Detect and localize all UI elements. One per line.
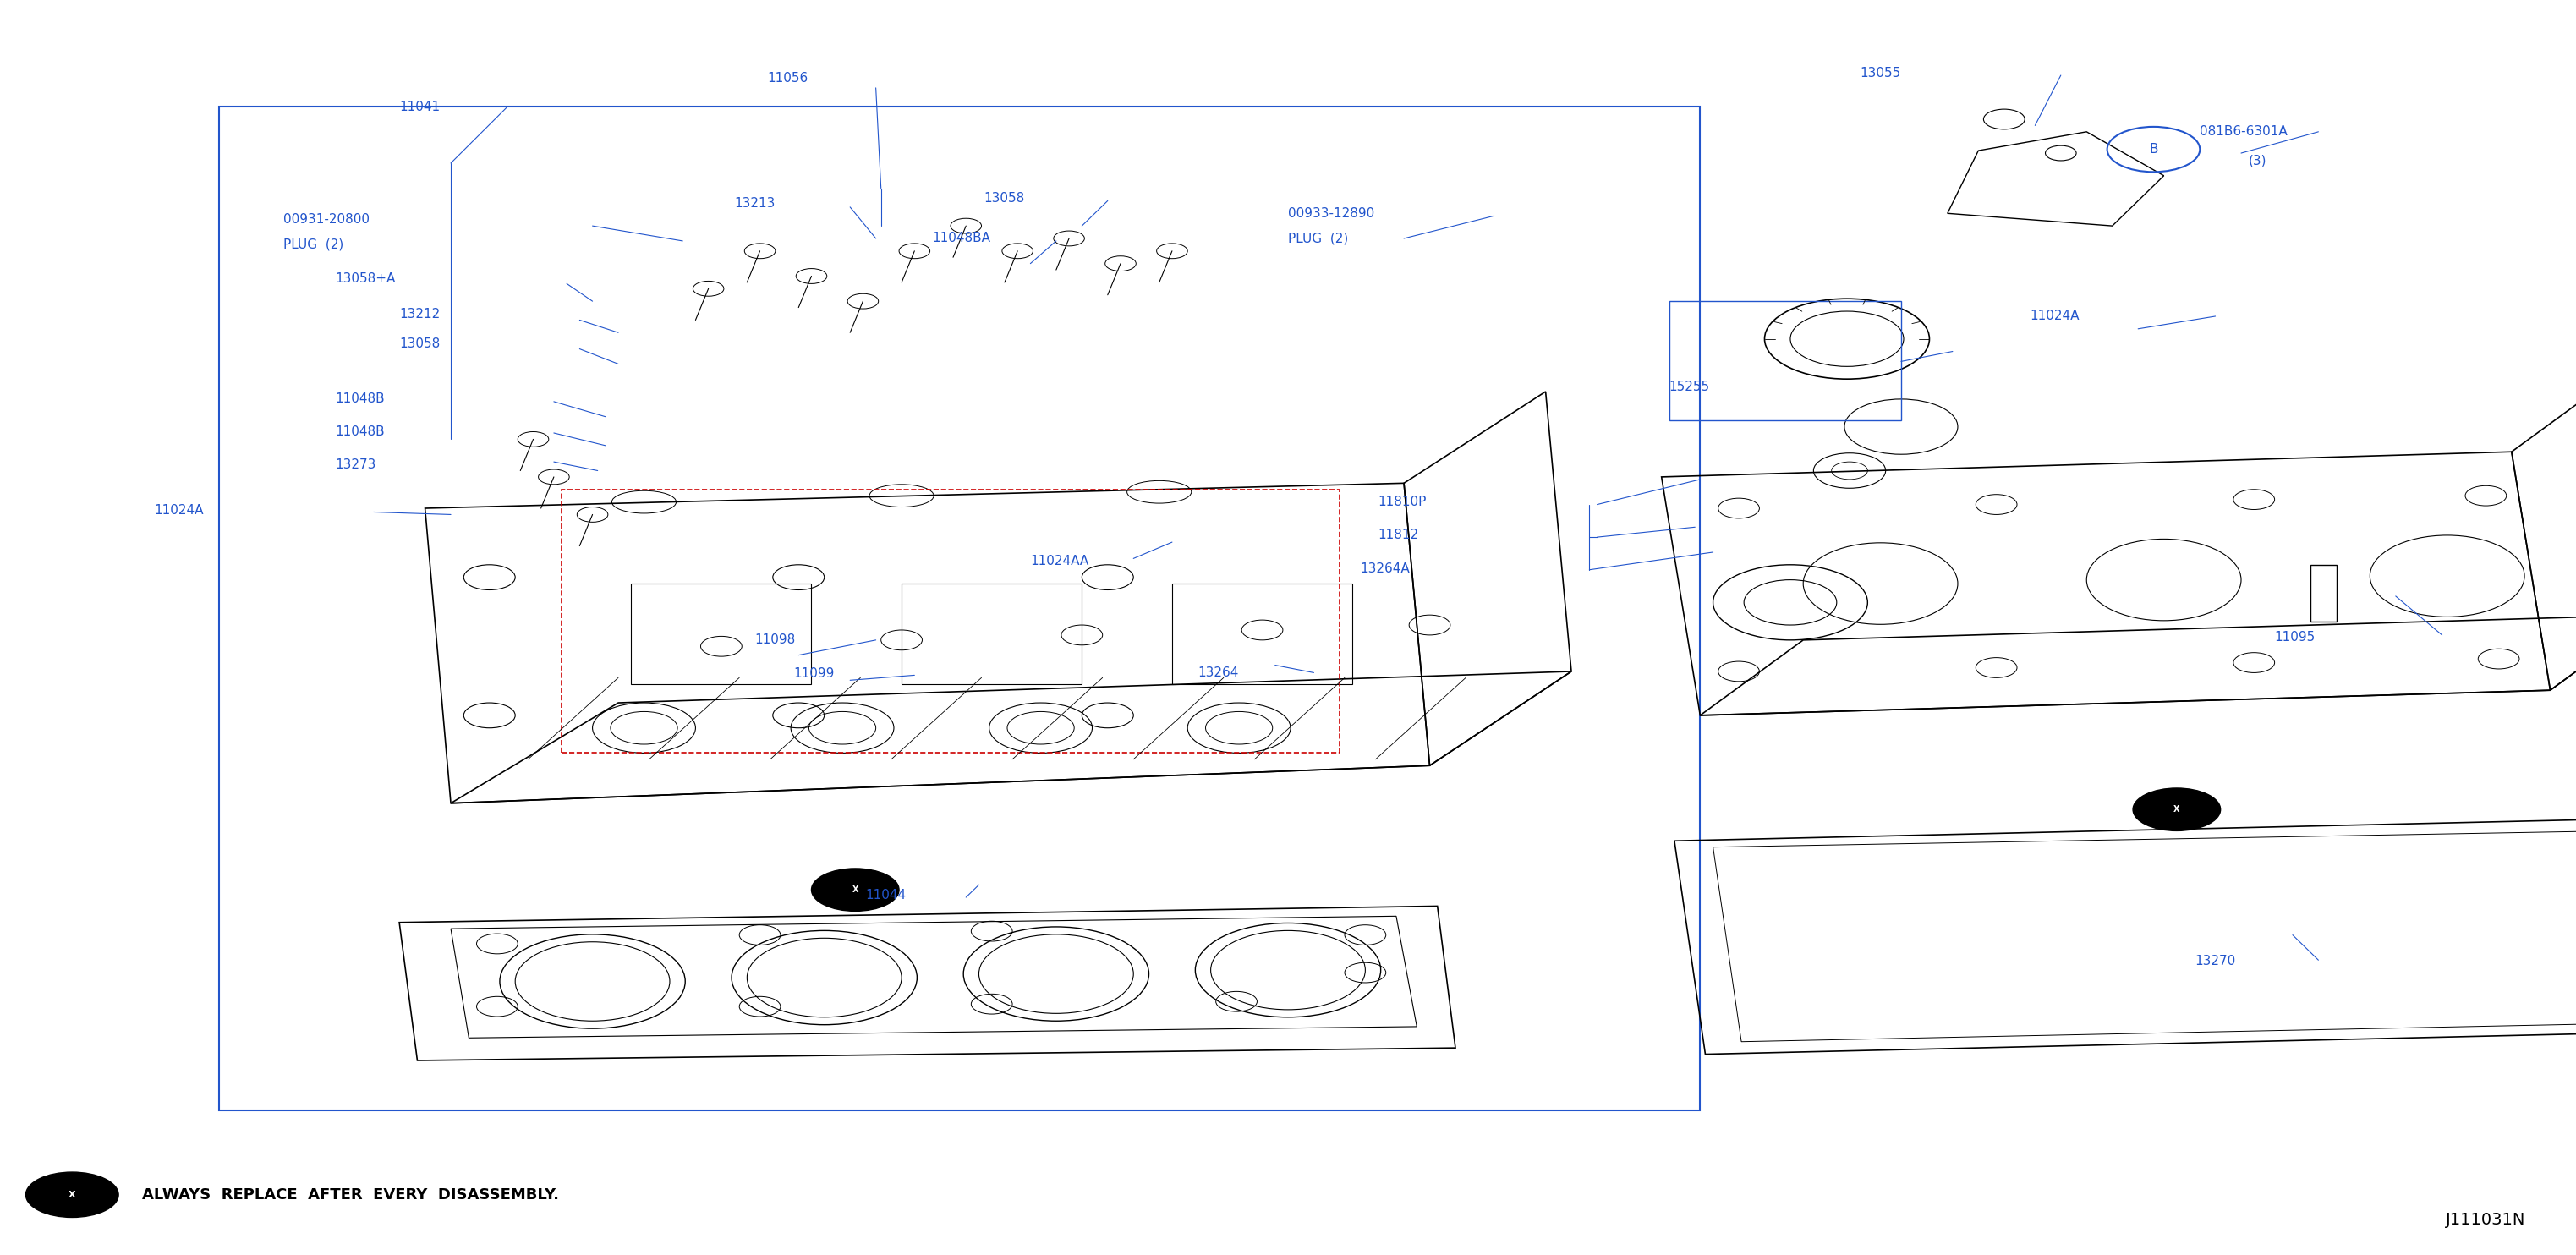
- Circle shape: [811, 868, 899, 911]
- Text: 13273: 13273: [335, 458, 376, 471]
- Text: 11048B: 11048B: [335, 425, 384, 438]
- Text: 11024A: 11024A: [2030, 310, 2079, 323]
- Text: X: X: [70, 1191, 75, 1199]
- Text: 13212: 13212: [399, 307, 440, 320]
- Text: PLUG  (2): PLUG (2): [1288, 232, 1347, 245]
- Text: 11095: 11095: [2275, 631, 2316, 644]
- Text: (3): (3): [2249, 154, 2267, 167]
- Text: X: X: [2174, 806, 2179, 813]
- Circle shape: [2133, 788, 2221, 831]
- Text: 11048BA: 11048BA: [933, 232, 992, 245]
- Text: 11048B: 11048B: [335, 393, 384, 405]
- Text: X: X: [853, 886, 858, 894]
- Text: 13058+A: 13058+A: [335, 272, 394, 285]
- Text: 13213: 13213: [734, 197, 775, 210]
- Bar: [1172, 584, 1352, 684]
- Text: PLUG  (2): PLUG (2): [283, 238, 343, 251]
- Text: 11041: 11041: [399, 100, 440, 113]
- Text: 13058: 13058: [399, 338, 440, 350]
- Text: 00931-20800: 00931-20800: [283, 213, 368, 226]
- Text: 11099: 11099: [793, 668, 835, 680]
- Bar: [631, 584, 811, 684]
- Text: 11024AA: 11024AA: [1030, 555, 1090, 567]
- Text: J111031N: J111031N: [2447, 1212, 2524, 1227]
- Text: 11812: 11812: [1378, 528, 1419, 541]
- Bar: [902, 584, 1082, 684]
- Text: 11098: 11098: [755, 634, 796, 646]
- Text: 081B6-6301A: 081B6-6301A: [2200, 126, 2287, 138]
- Text: 11056: 11056: [768, 72, 809, 84]
- Text: 15255: 15255: [1669, 380, 1710, 393]
- Text: ALWAYS  REPLACE  AFTER  EVERY  DISASSEMBLY.: ALWAYS REPLACE AFTER EVERY DISASSEMBLY.: [142, 1187, 559, 1202]
- Bar: [2311, 565, 2336, 621]
- Text: 13270: 13270: [2195, 955, 2236, 968]
- Circle shape: [26, 1172, 118, 1217]
- Text: 11810P: 11810P: [1378, 496, 1427, 508]
- Text: 00933-12890: 00933-12890: [1288, 207, 1376, 220]
- Text: 13058: 13058: [984, 192, 1025, 205]
- Text: 13264A: 13264A: [1360, 562, 1409, 575]
- Text: 13264: 13264: [1198, 666, 1239, 679]
- Text: 11024A: 11024A: [155, 505, 204, 517]
- Text: 13055: 13055: [1860, 67, 1901, 79]
- Text: B: B: [2148, 143, 2159, 156]
- Text: 11044: 11044: [866, 889, 907, 901]
